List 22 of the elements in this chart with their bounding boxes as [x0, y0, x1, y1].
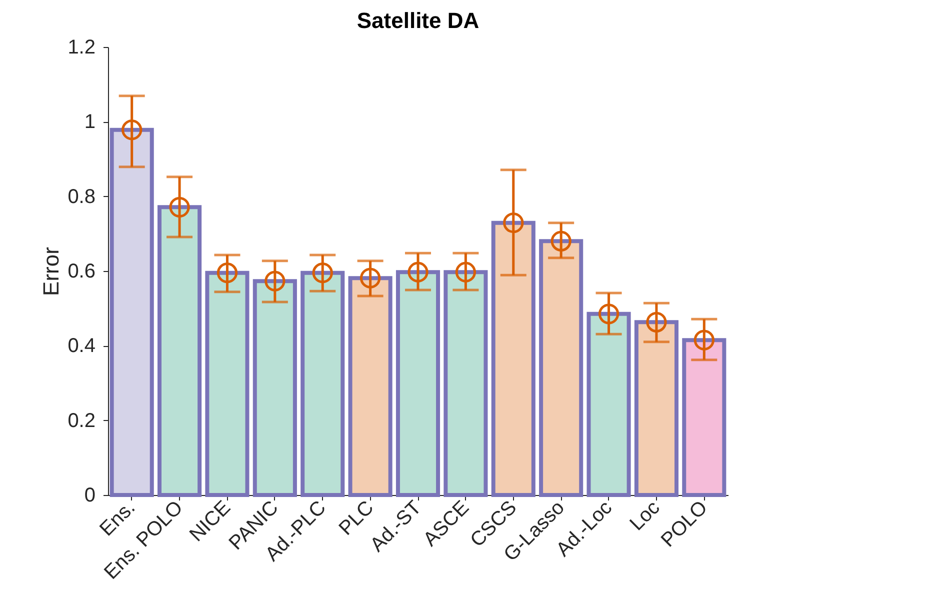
y-tick-label: 0.6 [68, 260, 96, 282]
point [360, 268, 381, 288]
y-tick-label: 1.2 [68, 36, 96, 58]
chart-title: Satellite DA [356, 8, 480, 33]
y-tick-label: 1 [84, 111, 96, 134]
y-tick-label: 0.8 [68, 186, 96, 208]
y-tick-label: 0 [84, 484, 96, 506]
y-tick-label: 0.2 [68, 410, 96, 432]
point [455, 262, 476, 282]
point [169, 196, 190, 218]
point [216, 262, 238, 284]
point [408, 262, 428, 282]
y-tick-label: 0.4 [68, 335, 96, 358]
point [598, 304, 620, 324]
point [122, 120, 142, 140]
y-axis-title: Error [38, 247, 64, 296]
point [694, 330, 714, 350]
point [646, 312, 667, 332]
point [550, 230, 572, 252]
point [503, 212, 524, 234]
point [312, 262, 333, 284]
point [264, 270, 286, 292]
